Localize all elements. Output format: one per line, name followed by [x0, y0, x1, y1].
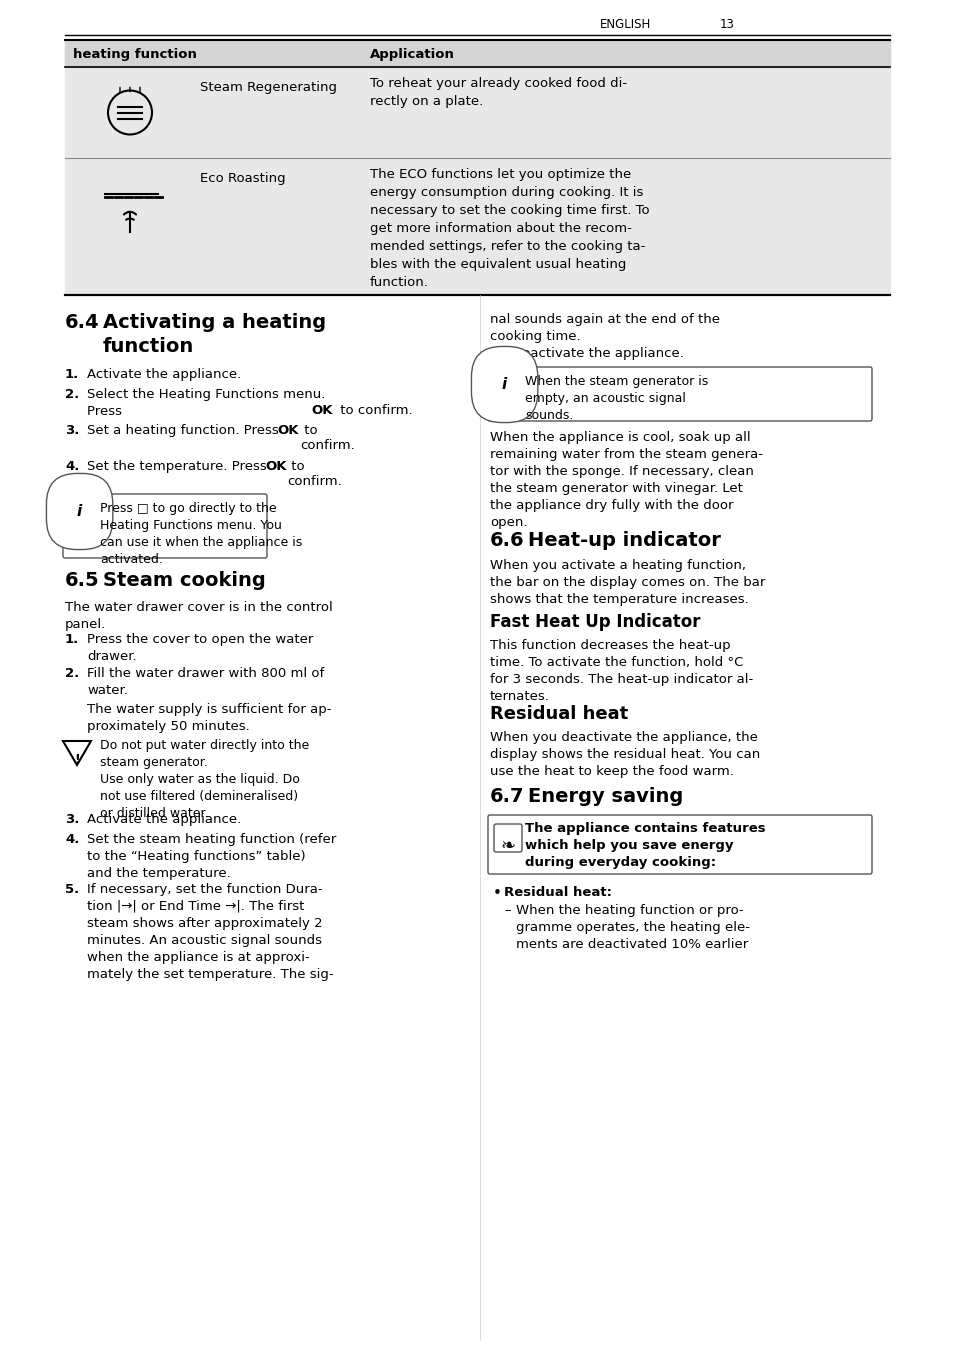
Text: Select the Heating Functions menu.
Press: Select the Heating Functions menu. Press — [87, 388, 325, 418]
Text: This function decreases the heat-up
time. To activate the function, hold °C
for : This function decreases the heat-up time… — [490, 639, 753, 703]
Text: When you deactivate the appliance, the
display shows the residual heat. You can
: When you deactivate the appliance, the d… — [490, 731, 760, 777]
Text: Activating a heating
function: Activating a heating function — [103, 314, 326, 356]
FancyArrowPatch shape — [124, 212, 136, 215]
Text: 3.: 3. — [65, 813, 79, 826]
Text: Deactivate the appliance.: Deactivate the appliance. — [512, 347, 683, 360]
Text: 13: 13 — [720, 18, 734, 31]
Text: 2.: 2. — [65, 667, 79, 680]
Text: The appliance contains features
which help you save energy
during everyday cooki: The appliance contains features which he… — [524, 822, 765, 869]
Text: nal sounds again at the end of the
cooking time.: nal sounds again at the end of the cooki… — [490, 314, 720, 343]
Text: i: i — [501, 377, 507, 392]
FancyBboxPatch shape — [494, 823, 521, 852]
Text: 6.7: 6.7 — [490, 787, 524, 806]
Text: When the steam generator is
empty, an acoustic signal
sounds.: When the steam generator is empty, an ac… — [524, 375, 707, 422]
Text: OK: OK — [311, 404, 333, 416]
Text: 5.: 5. — [65, 883, 79, 896]
Text: –: – — [503, 904, 510, 917]
Text: Fast Heat Up Indicator: Fast Heat Up Indicator — [490, 612, 700, 631]
Text: OK: OK — [265, 460, 286, 473]
Text: Press the cover to open the water
drawer.: Press the cover to open the water drawer… — [87, 633, 313, 662]
Text: 4.: 4. — [65, 833, 79, 846]
Text: Application: Application — [370, 49, 455, 61]
Text: The water supply is sufficient for ap-
proximately 50 minutes.: The water supply is sufficient for ap- p… — [87, 703, 331, 733]
Text: To reheat your already cooked food di-
rectly on a plate.: To reheat your already cooked food di- r… — [370, 77, 626, 108]
Text: 6.5: 6.5 — [65, 571, 99, 589]
Text: Do not put water directly into the
steam generator.
Use only water as the liquid: Do not put water directly into the steam… — [100, 740, 309, 821]
Text: Energy saving: Energy saving — [527, 787, 682, 806]
Text: The water drawer cover is in the control
panel.: The water drawer cover is in the control… — [65, 602, 333, 631]
Text: Activate the appliance.: Activate the appliance. — [87, 368, 241, 381]
Text: Activate the appliance.: Activate the appliance. — [87, 813, 241, 826]
Text: 1.: 1. — [65, 633, 79, 646]
Bar — [65, 41, 889, 68]
FancyBboxPatch shape — [488, 815, 871, 873]
Text: to confirm.: to confirm. — [335, 404, 413, 416]
Text: heating function: heating function — [73, 49, 196, 61]
Text: Steam Regenerating: Steam Regenerating — [200, 81, 336, 95]
Text: !: ! — [74, 753, 80, 767]
Text: Fill the water drawer with 800 ml of
water.: Fill the water drawer with 800 ml of wat… — [87, 667, 324, 698]
Text: When the appliance is cool, soak up all
remaining water from the steam genera-
t: When the appliance is cool, soak up all … — [490, 431, 762, 529]
Text: 6.6: 6.6 — [490, 531, 524, 550]
FancyBboxPatch shape — [488, 366, 871, 420]
Text: 6.: 6. — [490, 347, 504, 360]
Text: 6.4: 6.4 — [65, 314, 99, 333]
Bar — [65, 41, 889, 295]
Text: Residual heat:: Residual heat: — [503, 886, 612, 899]
Text: 3.: 3. — [65, 425, 79, 437]
Text: Press □ to go directly to the
Heating Functions menu. You
can use it when the ap: Press □ to go directly to the Heating Fu… — [100, 502, 302, 566]
Text: ENGLISH: ENGLISH — [599, 18, 651, 31]
Text: Residual heat: Residual heat — [490, 704, 628, 723]
FancyBboxPatch shape — [63, 493, 267, 558]
Text: If necessary, set the function Dura-
tion |→| or End Time →|. The first
steam sh: If necessary, set the function Dura- tio… — [87, 883, 334, 982]
Text: •: • — [493, 886, 501, 900]
Text: When the heating function or pro-
gramme operates, the heating ele-
ments are de: When the heating function or pro- gramme… — [516, 904, 749, 950]
Text: Steam cooking: Steam cooking — [103, 571, 266, 589]
Text: 1.: 1. — [65, 368, 79, 381]
Text: Set a heating function. Press: Set a heating function. Press — [87, 425, 283, 437]
Text: 2.: 2. — [65, 388, 79, 402]
Text: to
confirm.: to confirm. — [299, 425, 355, 452]
Text: Heat-up indicator: Heat-up indicator — [527, 531, 720, 550]
Text: to
confirm.: to confirm. — [287, 460, 341, 488]
Text: 4.: 4. — [65, 460, 79, 473]
Text: When you activate a heating function,
the bar on the display comes on. The bar
s: When you activate a heating function, th… — [490, 558, 764, 606]
Text: OK: OK — [276, 425, 298, 437]
Text: ❧: ❧ — [500, 837, 515, 854]
Text: Set the temperature. Press: Set the temperature. Press — [87, 460, 271, 473]
Text: Set the steam heating function (refer
to the “Heating functions” table)
and the : Set the steam heating function (refer to… — [87, 833, 335, 880]
Text: The ECO functions let you optimize the
energy consumption during cooking. It is
: The ECO functions let you optimize the e… — [370, 168, 649, 289]
Text: i: i — [77, 504, 82, 519]
Text: Eco Roasting: Eco Roasting — [200, 172, 285, 185]
